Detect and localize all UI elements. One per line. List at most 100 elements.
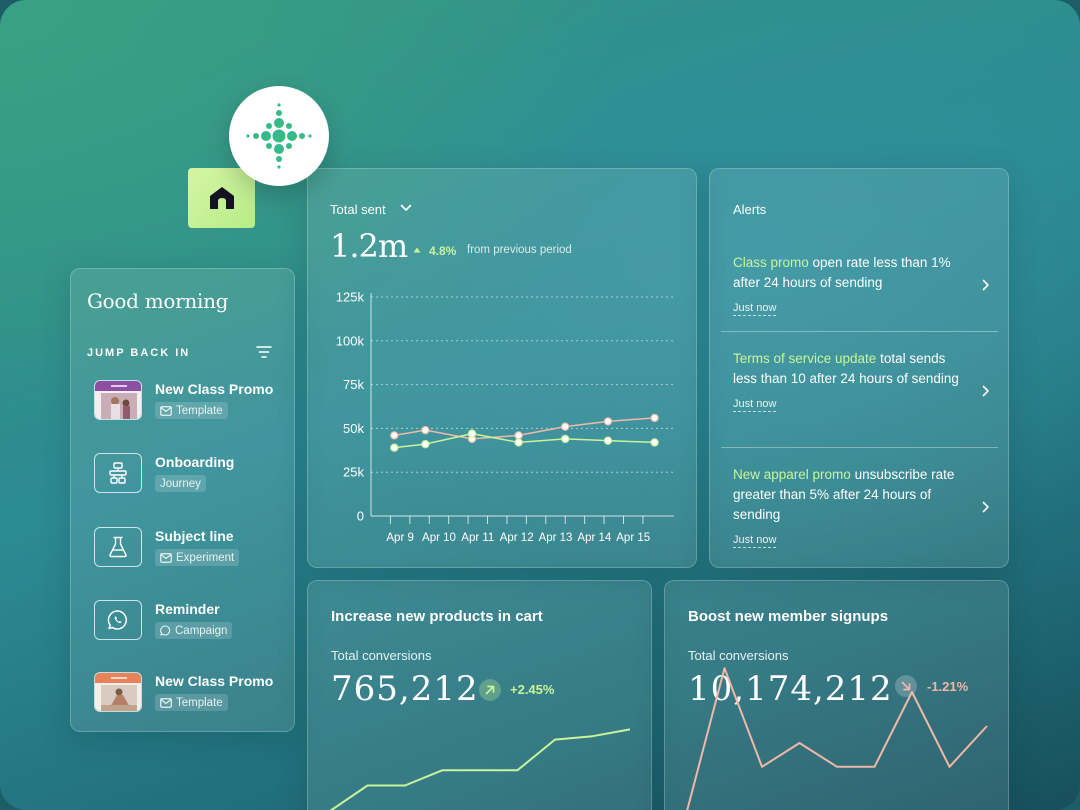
- chevron-right-icon[interactable]: [982, 501, 990, 513]
- alert-divider: [721, 447, 998, 448]
- chart-point-series-2: [421, 439, 430, 449]
- chart-point-series-2: [650, 438, 659, 447]
- chart-x-tick-label: Apr 12: [500, 532, 534, 544]
- alert-description: unsubscribe rate greater than 5% after 2…: [733, 467, 955, 522]
- chart-point-series-1: [603, 417, 613, 426]
- alert-message: Terms of service update total sends less…: [733, 349, 973, 389]
- mail-icon: [160, 405, 172, 416]
- conversion-card-title: Boost new member signups: [688, 608, 889, 625]
- dot-burst-icon: [246, 103, 312, 169]
- jump-item-tag: Template: [155, 694, 228, 711]
- home-icon: [209, 187, 234, 209]
- jump-item-tag-label: Template: [176, 404, 223, 417]
- alert-message: Class promo open rate less than 1% after…: [733, 253, 973, 293]
- chart-x-tick-label: Apr 11: [461, 532, 494, 544]
- promo-thumbnail: [94, 672, 142, 712]
- chart-y-tick-label: 50k: [343, 421, 364, 436]
- alert-campaign-name[interactable]: Terms of service update: [733, 351, 877, 366]
- alert-campaign-name[interactable]: New apparel promo: [733, 467, 851, 482]
- conversion-card-change: -1.21%: [927, 679, 969, 694]
- conversion-card-subtitle: Total conversions: [688, 648, 789, 663]
- chart-y-tick-label: 125k: [336, 290, 365, 305]
- chart-series-line-1: [394, 417, 655, 440]
- alert-campaign-name[interactable]: Class promo: [733, 255, 809, 270]
- conversion-card-subtitle: Total conversions: [331, 648, 432, 663]
- home-button[interactable]: [188, 168, 255, 228]
- mail-icon: [160, 697, 172, 708]
- alert-timestamp: Just now: [733, 302, 777, 316]
- jump-item-title: New Class Promo: [155, 673, 274, 689]
- total-sent-chart: 0 25k 50k 75k 100k 125k Apr 9 Apr 10 Apr 11 Apr 1…: [336, 290, 674, 544]
- arrow-down-right-icon: [901, 681, 911, 691]
- jump-item-tag-label: Template: [176, 696, 223, 709]
- chart-x-tick-label: Apr 15: [616, 532, 650, 544]
- jump-item-tag-label: Experiment: [176, 551, 235, 564]
- jump-item-tag: Template: [155, 402, 228, 419]
- jump-item-tag: Journey: [155, 475, 206, 492]
- chart-point-series-2: [390, 443, 399, 452]
- chart-point-series-2: [603, 436, 613, 445]
- chart-point-series-1: [421, 425, 430, 435]
- chart-series-line-2: [394, 432, 655, 449]
- chart-x-tick-label: Apr 10: [422, 532, 456, 544]
- chart-x-tick-label: Apr 14: [577, 532, 611, 544]
- jump-item-title: Subject line: [155, 528, 234, 544]
- chart-point-series-1: [561, 422, 570, 431]
- whatsapp-icon: [94, 600, 142, 640]
- chart-y-tick-label: 25k: [343, 465, 364, 480]
- jump-item-title: New Class Promo: [155, 381, 274, 397]
- jump-item-title: Reminder: [155, 601, 220, 617]
- flask-icon: [94, 527, 142, 567]
- alert-message: New apparel promo unsubscribe rate great…: [733, 465, 973, 525]
- jump-back-panel: Good morning JUMP BACK IN Ne: [70, 268, 295, 732]
- chart-y-tick-label: 100k: [336, 333, 365, 348]
- arrow-up-right-icon: [485, 685, 495, 695]
- conversion-trend-line: [686, 667, 988, 810]
- conversion-trend-line: [329, 728, 631, 810]
- conversion-trend-polyline: [329, 728, 631, 810]
- alert-description: total sends less than 10 after 24 hours …: [733, 351, 959, 386]
- jump-item-new-class-promo[interactable]: New Class Promo Template: [94, 380, 284, 424]
- chart-x-tick-label: Apr 9: [386, 532, 414, 544]
- alerts-panel: Alerts Class promo open rate less than 1…: [709, 168, 1009, 568]
- chevron-right-icon[interactable]: [982, 279, 990, 291]
- journey-flow-icon: [94, 453, 142, 493]
- conversion-card-signups[interactable]: Boost new member signups Total conversio…: [664, 580, 1009, 810]
- total-sent-change: 4.8%: [429, 244, 457, 258]
- filter-icon[interactable]: [256, 345, 272, 359]
- jump-item-new-class-promo-2[interactable]: New Class Promo Template: [94, 672, 284, 716]
- trend-up-badge: [479, 679, 501, 701]
- alert-timestamp: Just now: [733, 534, 777, 548]
- chart-point-series-2: [561, 434, 570, 444]
- jump-item-tag: Campaign: [155, 622, 233, 639]
- whatsapp-icon: [160, 625, 171, 636]
- jump-item-subject-line[interactable]: Subject line Experiment: [94, 527, 284, 571]
- total-sent-dropdown[interactable]: Total sent: [330, 202, 386, 217]
- chart-point-series-2: [467, 429, 477, 438]
- jump-back-label: JUMP BACK IN: [87, 347, 191, 359]
- jump-item-tag-label: Journey: [160, 477, 201, 490]
- chart-y-tick-label: 75k: [343, 377, 364, 392]
- chevron-right-icon[interactable]: [982, 385, 990, 397]
- conversion-card-products[interactable]: Increase new products in cart Total conv…: [307, 580, 652, 810]
- chart-point-series-1: [650, 413, 659, 423]
- total-sent-change-label: from previous period: [467, 244, 572, 256]
- total-sent-value: 1.2m: [330, 227, 408, 265]
- conversion-trend-polyline: [686, 667, 988, 810]
- chart-point-series-1: [514, 431, 523, 440]
- jump-item-reminder[interactable]: Reminder Campaign: [94, 600, 284, 644]
- alert-item[interactable]: Class promo open rate less than 1% after…: [733, 253, 998, 316]
- conversion-card-title: Increase new products in cart: [331, 608, 543, 625]
- greeting-heading: Good morning: [87, 289, 229, 313]
- chart-point-series-2: [514, 438, 523, 447]
- conversion-card-change: +2.45%: [510, 682, 555, 697]
- chart-point-series-1: [390, 431, 399, 440]
- conversion-card-value: 765,212: [331, 669, 479, 709]
- chart-y-tick-label: 0: [357, 509, 364, 524]
- brand-logo: [229, 86, 329, 186]
- alert-item[interactable]: Terms of service update total sends less…: [733, 349, 998, 412]
- alert-item[interactable]: New apparel promo unsubscribe rate great…: [733, 465, 998, 548]
- jump-item-onboarding[interactable]: Onboarding Journey: [94, 453, 284, 497]
- chevron-down-icon[interactable]: [400, 204, 412, 212]
